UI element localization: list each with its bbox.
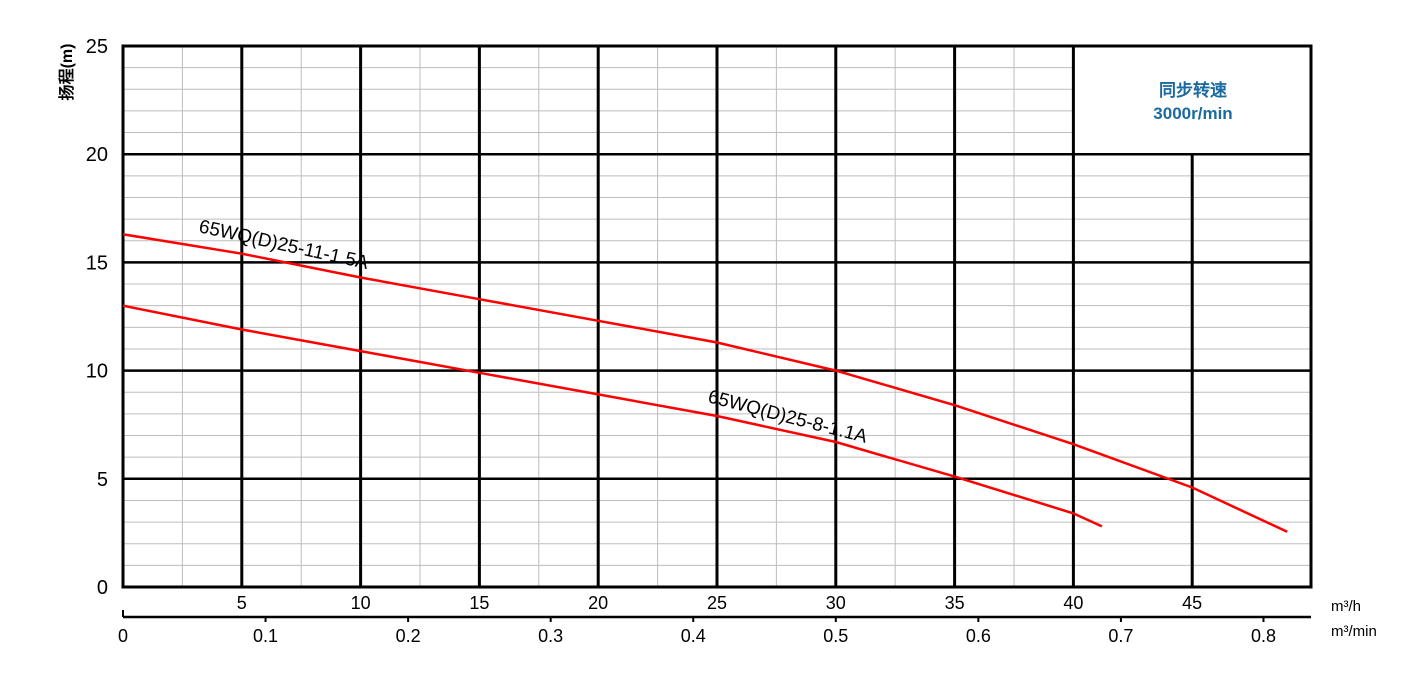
secondary-x-tick-label: 0.7 — [1108, 626, 1133, 646]
series-label: 65WQ(D)25-11-1.5A — [197, 216, 371, 274]
secondary-x-tick-label: 0.4 — [681, 626, 706, 646]
plot-frame — [121, 44, 1313, 589]
y-axis-title: 扬程(m) — [57, 44, 76, 101]
series-group: 65WQ(D)25-11-1.5A 65WQ(D)25-8-1.1A — [122, 216, 1288, 533]
x-tick-label: 30 — [826, 593, 846, 613]
secondary-x-tick-label: 0.3 — [538, 626, 563, 646]
x-tick-label: 25 — [707, 593, 727, 613]
x-axis-title-primary: m³/h — [1331, 598, 1361, 615]
series-line — [122, 233, 1288, 533]
axis-labels: 0 5 10 15 20 25 5 10 15 20 25 30 35 40 45 0 0.1 0.2 0.3 0.4… — [86, 36, 1311, 646]
x-tick-label: 15 — [469, 593, 489, 613]
y-tick-label: 0 — [97, 577, 108, 599]
x-tick-label: 20 — [588, 593, 608, 613]
x-axis-title-secondary: m³/min — [1331, 623, 1377, 640]
x-tick-label: 35 — [945, 593, 965, 613]
y-tick-label: 15 — [86, 252, 108, 274]
major-grid — [121, 44, 1313, 589]
x-tick-label: 10 — [351, 593, 371, 613]
secondary-x-tick-label: 0 — [118, 626, 128, 646]
secondary-x-tick-label: 0.8 — [1251, 626, 1276, 646]
y-tick-label: 20 — [86, 144, 108, 166]
speed-annotation-box: 同步转速 3000r/min — [1076, 48, 1309, 152]
x-tick-label: 5 — [237, 593, 247, 613]
x-tick-label: 40 — [1063, 593, 1083, 613]
secondary-x-tick-label: 0.5 — [823, 626, 848, 646]
speed-annotation-label: 同步转速 — [1159, 80, 1227, 100]
speed-annotation-value: 3000r/min — [1153, 104, 1232, 123]
secondary-x-tick-label: 0.1 — [253, 626, 278, 646]
secondary-x-tick-label: 0.6 — [966, 626, 991, 646]
secondary-x-tick-label: 0.2 — [396, 626, 421, 646]
y-tick-label: 10 — [86, 361, 108, 383]
y-tick-label: 5 — [97, 469, 108, 491]
x-tick-label: 45 — [1182, 593, 1202, 613]
y-tick-label: 25 — [86, 36, 108, 58]
series-label: 65WQ(D)25-8-1.1A — [706, 387, 870, 448]
series-line — [122, 304, 1103, 528]
